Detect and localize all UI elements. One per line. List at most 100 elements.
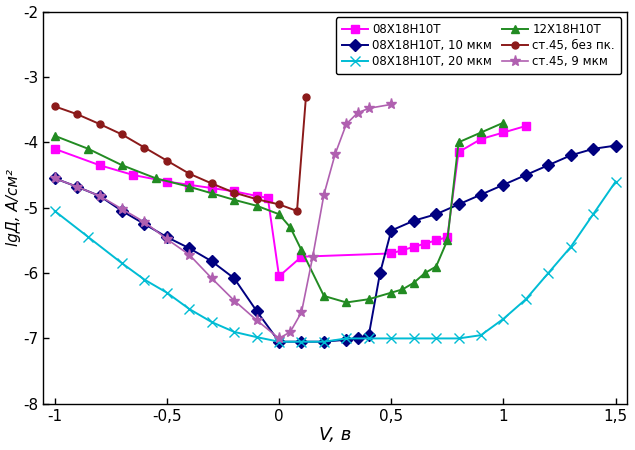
ст.45, 9 мкм	[286, 329, 294, 335]
08X18H10T, 10 мкм	[208, 259, 215, 264]
ст.45, 9 мкм	[331, 151, 339, 157]
ст.45, 9 мкм	[298, 310, 305, 315]
Line: ст.45, без пк.: ст.45, без пк.	[51, 93, 309, 214]
12X18H10T	[342, 300, 350, 305]
12X18H10T	[443, 238, 451, 243]
08X18H10T	[443, 234, 451, 240]
08X18H10T	[500, 130, 507, 135]
08X18H10T, 10 мкм	[96, 193, 104, 198]
ст.45, 9 мкм	[163, 236, 171, 242]
ст.45, без пк.	[51, 104, 58, 109]
08X18H10T	[477, 136, 485, 142]
08X18H10T, 10 мкм	[477, 192, 485, 197]
ст.45, без пк.	[140, 145, 148, 150]
ст.45, 9 мкм	[342, 122, 350, 127]
08X18H10T	[185, 182, 193, 188]
ст.45, 9 мкм	[320, 192, 328, 197]
08X18H10T, 10 мкм	[73, 184, 81, 189]
08X18H10T, 20 мкм	[84, 234, 92, 240]
ст.45, без пк.	[302, 94, 310, 99]
ст.45, 9 мкм	[309, 254, 316, 259]
08X18H10T	[51, 146, 58, 152]
08X18H10T, 20 мкм	[140, 277, 148, 282]
ст.45, 9 мкм	[354, 110, 361, 116]
08X18H10T, 20 мкм	[231, 329, 238, 335]
ст.45, без пк.	[253, 197, 260, 202]
ст.45, без пк.	[96, 122, 104, 127]
08X18H10T	[275, 274, 283, 279]
08X18H10T, 10 мкм	[387, 228, 395, 233]
08X18H10T	[522, 123, 530, 129]
12X18H10T	[421, 270, 429, 276]
08X18H10T, 10 мкм	[410, 218, 417, 224]
08X18H10T, 20 мкм	[522, 297, 530, 302]
08X18H10T, 20 мкм	[298, 339, 305, 344]
ст.45, без пк.	[231, 190, 238, 195]
12X18H10T	[118, 162, 126, 168]
08X18H10T, 20 мкм	[275, 339, 283, 344]
ст.45, без пк.	[185, 171, 193, 176]
08X18H10T, 10 мкм	[298, 339, 305, 344]
08X18H10T, 20 мкм	[544, 270, 552, 276]
ст.45, без пк.	[118, 132, 126, 137]
08X18H10T, 20 мкм	[118, 261, 126, 266]
12X18H10T	[455, 140, 462, 145]
12X18H10T	[231, 197, 238, 202]
08X18H10T, 10 мкм	[376, 270, 384, 276]
08X18H10T, 20 мкм	[589, 212, 597, 217]
08X18H10T, 10 мкм	[365, 333, 373, 338]
08X18H10T	[298, 254, 305, 259]
08X18H10T	[231, 189, 238, 194]
08X18H10T, 10 мкм	[544, 162, 552, 168]
ст.45, 9 мкм	[275, 336, 283, 341]
08X18H10T	[96, 162, 104, 168]
08X18H10T	[432, 238, 440, 243]
08X18H10T, 10 мкм	[320, 339, 328, 344]
08X18H10T, 20 мкм	[51, 208, 58, 214]
Line: 08X18H10T: 08X18H10T	[51, 122, 530, 280]
08X18H10T, 20 мкм	[387, 336, 395, 341]
ст.45, без пк.	[293, 208, 301, 214]
08X18H10T, 20 мкм	[612, 179, 619, 184]
08X18H10T, 20 мкм	[455, 336, 462, 341]
08X18H10T	[130, 172, 137, 178]
08X18H10T, 10 мкм	[432, 212, 440, 217]
08X18H10T, 10 мкм	[163, 234, 171, 240]
12X18H10T	[365, 297, 373, 302]
08X18H10T, 10 мкм	[455, 202, 462, 207]
Legend: 08X18H10T, 08X18H10T, 10 мкм, 08X18H10T, 20 мкм, 12X18H10T, ст.45, без пк., ст.4: 08X18H10T, 08X18H10T, 10 мкм, 08X18H10T,…	[336, 18, 621, 74]
ст.45, без пк.	[275, 202, 283, 207]
08X18H10T, 20 мкм	[163, 290, 171, 295]
08X18H10T	[410, 244, 417, 250]
08X18H10T, 10 мкм	[342, 337, 350, 342]
08X18H10T, 20 мкм	[253, 334, 260, 340]
12X18H10T	[275, 212, 283, 217]
08X18H10T	[399, 248, 406, 253]
08X18H10T, 20 мкм	[185, 306, 193, 312]
12X18H10T	[387, 290, 395, 295]
08X18H10T, 10 мкм	[500, 182, 507, 188]
08X18H10T, 10 мкм	[185, 246, 193, 251]
08X18H10T, 20 мкм	[342, 336, 350, 341]
08X18H10T, 10 мкм	[253, 308, 260, 314]
08X18H10T, 10 мкм	[567, 153, 575, 158]
ст.45, без пк.	[163, 158, 171, 163]
12X18H10T	[286, 225, 294, 230]
08X18H10T, 20 мкм	[410, 336, 417, 341]
08X18H10T	[163, 179, 171, 184]
ст.45, 9 мкм	[387, 102, 395, 107]
08X18H10T, 10 мкм	[51, 176, 58, 181]
12X18H10T	[51, 133, 58, 139]
08X18H10T	[387, 251, 395, 256]
Y-axis label: lgД, А/см²: lgД, А/см²	[6, 169, 20, 246]
08X18H10T, 10 мкм	[275, 339, 283, 344]
Line: ст.45, 9 мкм: ст.45, 9 мкм	[49, 99, 397, 344]
Line: 12X18H10T: 12X18H10T	[51, 118, 507, 306]
08X18H10T, 10 мкм	[354, 336, 361, 341]
08X18H10T, 20 мкм	[365, 336, 373, 341]
12X18H10T	[208, 191, 215, 196]
ст.45, 9 мкм	[253, 317, 260, 323]
08X18H10T, 10 мкм	[118, 208, 126, 214]
ст.45, 9 мкм	[118, 206, 126, 211]
ст.45, 9 мкм	[185, 252, 193, 257]
